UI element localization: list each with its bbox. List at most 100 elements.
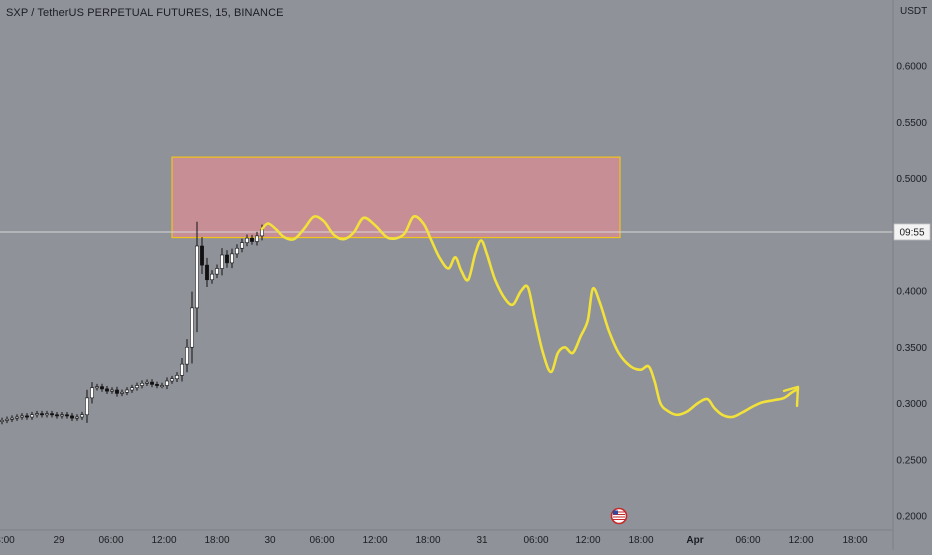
x-tick-label: 18:00 — [204, 535, 229, 546]
candle-body — [130, 387, 134, 391]
candle[interactable] — [110, 387, 114, 394]
candle[interactable] — [15, 414, 19, 421]
candle[interactable] — [125, 387, 129, 396]
candle[interactable] — [160, 382, 164, 389]
candle[interactable] — [90, 382, 94, 404]
candle[interactable] — [85, 389, 89, 423]
candle[interactable] — [195, 221, 199, 333]
y-tick-label: 0.6000 — [896, 62, 927, 73]
candle-body — [185, 346, 189, 365]
candle[interactable] — [60, 412, 64, 419]
candle[interactable] — [120, 389, 124, 397]
candle[interactable] — [5, 416, 9, 424]
flag-canton — [613, 510, 618, 515]
candle-body — [5, 418, 9, 421]
candle-body — [230, 253, 234, 264]
candle-body — [150, 381, 154, 385]
candle[interactable] — [0, 417, 4, 425]
candle-body — [95, 386, 99, 389]
candle[interactable] — [250, 234, 254, 245]
resistance-zone-box[interactable] — [171, 156, 621, 239]
y-tick-label: 0.3000 — [896, 399, 927, 410]
symbol-title[interactable]: SXP / TetherUS PERPETUAL FUTURES, 15, BI… — [6, 7, 284, 19]
candle[interactable] — [185, 339, 189, 373]
candle[interactable] — [75, 414, 79, 421]
candle[interactable] — [205, 257, 209, 288]
candle[interactable] — [240, 238, 244, 253]
candle-body — [35, 413, 39, 416]
candle[interactable] — [80, 411, 84, 420]
candle[interactable] — [10, 415, 14, 422]
candle-body — [20, 415, 24, 418]
current-price-tag-text: 09:55 — [899, 227, 924, 238]
candle[interactable] — [135, 382, 139, 391]
candle-body — [245, 237, 249, 243]
y-tick-label: 0.2500 — [896, 455, 927, 466]
candle-body — [195, 245, 199, 309]
us-flag-icon[interactable] — [610, 507, 628, 525]
candle-body — [225, 254, 229, 264]
candle-body — [25, 415, 29, 418]
candle-body — [145, 381, 149, 384]
y-tick-label: 0.4000 — [896, 287, 927, 298]
candle[interactable] — [25, 413, 29, 420]
candle[interactable] — [95, 383, 99, 391]
projection-path[interactable] — [260, 215, 800, 419]
candle[interactable] — [200, 237, 204, 275]
candle[interactable] — [20, 413, 24, 420]
candle-body — [10, 417, 14, 420]
candle[interactable] — [115, 386, 119, 397]
candle-body — [100, 386, 104, 390]
x-tick-label: 18:00 — [415, 535, 440, 546]
candle-body — [125, 389, 129, 393]
candle[interactable] — [230, 248, 234, 269]
candle[interactable] — [35, 410, 39, 418]
candle[interactable] — [130, 384, 134, 393]
candle[interactable] — [215, 264, 219, 279]
candle[interactable] — [175, 372, 179, 382]
x-tick-label: 3:00 — [0, 535, 15, 546]
candle[interactable] — [220, 248, 224, 276]
candle[interactable] — [165, 377, 169, 390]
candle-body — [15, 416, 19, 419]
candle[interactable] — [50, 410, 54, 418]
candle-body — [170, 378, 174, 382]
x-tick-label: 29 — [53, 535, 65, 546]
candle-body — [255, 235, 259, 242]
candle[interactable] — [100, 383, 104, 392]
x-tick-label: 12:00 — [362, 535, 387, 546]
x-tick-label: 06:00 — [309, 535, 334, 546]
candle-body — [190, 307, 194, 348]
candle[interactable] — [255, 231, 259, 246]
candle[interactable] — [40, 410, 44, 418]
candle[interactable] — [170, 375, 174, 384]
candle[interactable] — [140, 380, 144, 389]
candle[interactable] — [65, 412, 69, 419]
candle-body — [175, 375, 179, 380]
candle[interactable] — [210, 270, 214, 284]
candle-body — [215, 268, 219, 275]
y-tick-label: 0.5000 — [896, 174, 927, 185]
candle[interactable] — [155, 381, 159, 389]
candle[interactable] — [70, 413, 74, 421]
x-tick-label: 12:00 — [575, 535, 600, 546]
candle[interactable] — [30, 411, 34, 420]
candle[interactable] — [145, 379, 149, 386]
x-tick-label: 12:00 — [788, 535, 813, 546]
candle[interactable] — [45, 410, 49, 418]
candle[interactable] — [105, 386, 109, 394]
x-tick-label: 18:00 — [628, 535, 653, 546]
candle[interactable] — [235, 244, 239, 258]
current-price-tag-box — [893, 223, 931, 241]
candle[interactable] — [190, 291, 194, 364]
candle[interactable] — [150, 379, 154, 388]
candle[interactable] — [225, 250, 229, 268]
x-tick-label: 12:00 — [151, 535, 176, 546]
candle[interactable] — [180, 358, 184, 382]
candle-body — [85, 397, 89, 416]
candle[interactable] — [55, 412, 59, 419]
candle-body — [40, 413, 44, 416]
candle[interactable] — [245, 234, 249, 247]
